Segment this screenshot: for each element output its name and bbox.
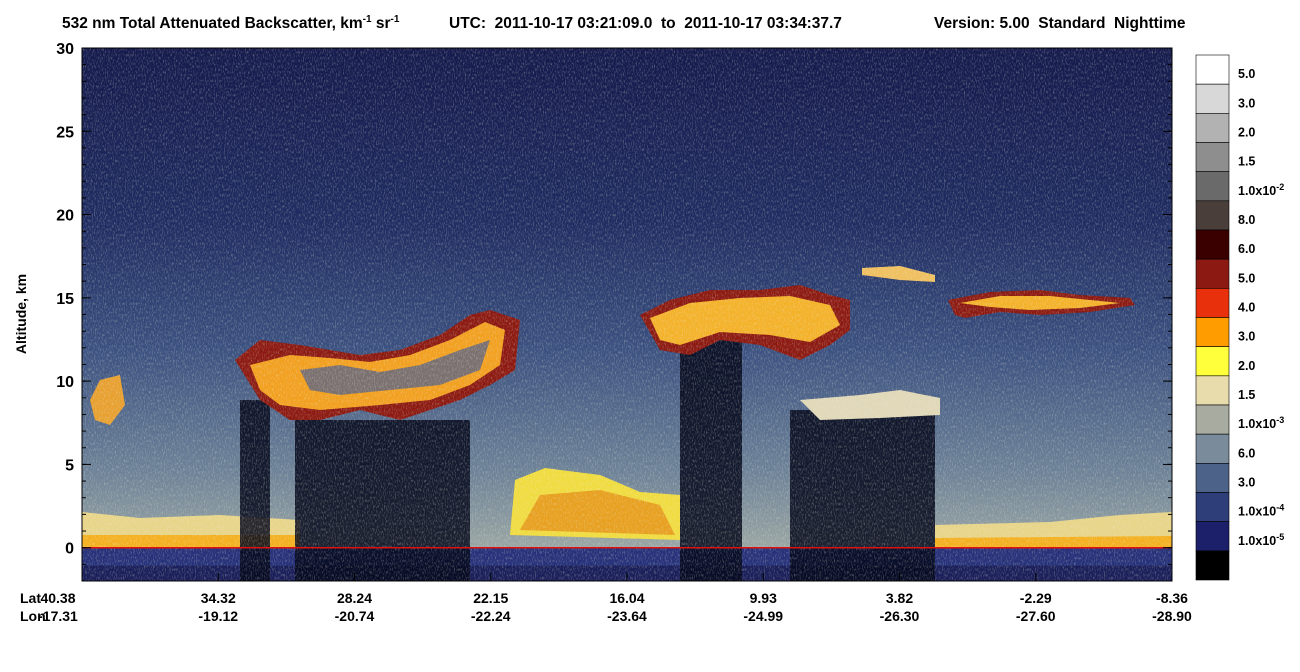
colorbar-label-exp: -3: [1276, 415, 1284, 425]
colorbar-label: 6.0: [1238, 446, 1255, 460]
colorbar-label: 3.0: [1238, 330, 1255, 344]
colorbar-band: [1195, 200, 1230, 231]
colorbar-label-text: 1.5: [1238, 388, 1255, 402]
title-utc: UTC: 2011-10-17 03:21:09.0 to 2011-10-17…: [449, 15, 842, 32]
colorbar-band: [1195, 258, 1230, 289]
colorbar-label-text: 1.5: [1238, 155, 1255, 169]
x-tick-label: -26.30: [880, 608, 920, 624]
colorbar-label-text: 5.0: [1238, 271, 1255, 285]
x-row-label: Lon: [20, 608, 46, 624]
x-tick-label: 3.82: [886, 590, 913, 606]
colorbar-band: [1195, 229, 1230, 260]
colorbar-label-text: 1.0x10: [1238, 184, 1276, 198]
x-tick-label: 34.32: [201, 590, 236, 606]
x-row-label: Lat: [20, 590, 41, 606]
x-tick-label: -27.60: [1016, 608, 1056, 624]
colorbar-band: [1195, 171, 1230, 202]
colorbar-label-text: 2.0: [1238, 359, 1255, 373]
x-tick-label: 40.38: [40, 590, 75, 606]
title-unit: sr: [372, 15, 391, 32]
x-tick-label: -28.90: [1152, 608, 1192, 624]
colorbar-band: [1195, 142, 1230, 172]
colorbar-label: 3.0: [1238, 96, 1255, 110]
x-tick-label: 28.24: [337, 590, 372, 606]
x-tick-label: -17.31: [38, 608, 78, 624]
colorbar-label-text: 3.0: [1238, 476, 1255, 490]
colorbar-band: [1195, 317, 1230, 347]
colorbar-band: [1195, 492, 1230, 522]
colorbar-label: 1.5: [1238, 388, 1255, 402]
colorbar-band: [1195, 463, 1230, 493]
x-tick-label: -23.64: [607, 608, 647, 624]
title-version: Version: 5.00 Standard Nighttime: [934, 15, 1186, 32]
colorbar-label-text: 5.0: [1238, 67, 1255, 81]
y-tick-label: 20: [56, 208, 74, 225]
colorbar-label-exp: -2: [1276, 182, 1284, 192]
colorbar-label-text: 6.0: [1238, 446, 1255, 460]
noise: [82, 48, 1172, 581]
y-tick-label: 5: [65, 457, 74, 474]
y-tick-label: 30: [56, 41, 74, 58]
colorbar-band: [1195, 288, 1230, 318]
colorbar-label-text: 4.0: [1238, 301, 1255, 315]
colorbar-band: [1195, 346, 1230, 377]
colorbar-band: [1195, 54, 1230, 85]
svg-text:532 nm Total Attenuated Backsc: 532 nm Total Attenuated Backscatter, km-…: [62, 14, 400, 32]
title: 532 nm Total Attenuated Backscatter, km-…: [62, 14, 1186, 32]
colorbar-band: [1195, 83, 1230, 114]
y-tick-label: 10: [56, 374, 74, 391]
colorbar-band: [1195, 113, 1230, 143]
colorbar-band: [1195, 521, 1230, 552]
colorbar-label: 6.0: [1238, 242, 1255, 256]
colorbar-label-text: 1.0x10: [1238, 534, 1276, 548]
colorbar-label-text: 8.0: [1238, 213, 1255, 227]
colorbar-label: 1.0x10-5: [1238, 532, 1284, 548]
colorbar-label-text: 6.0: [1238, 242, 1255, 256]
title-exp: -1: [363, 14, 372, 25]
colorbar-label-text: 3.0: [1238, 96, 1255, 110]
y-axis-label: Altitude, km: [13, 274, 29, 354]
x-tick-label: 16.04: [609, 590, 644, 606]
title-exp: -1: [391, 14, 400, 25]
x-tick-label: -8.36: [1156, 590, 1188, 606]
y-tick-label: 15: [56, 291, 74, 308]
x-tick-label: -20.74: [335, 608, 375, 624]
colorbar-label: 1.5: [1238, 155, 1255, 169]
colorbar-label-exp: -5: [1276, 532, 1284, 542]
colorbar-label-text: 3.0: [1238, 330, 1255, 344]
colorbar-label-exp: -4: [1276, 503, 1284, 513]
colorbar-label: 4.0: [1238, 301, 1255, 315]
colorbar-label: 5.0: [1238, 271, 1255, 285]
colorbar-label: 8.0: [1238, 213, 1255, 227]
y-tick-label: 0: [65, 541, 74, 558]
colorbar-band: [1195, 375, 1230, 406]
title-quantity: 532 nm Total Attenuated Backscatter, km: [62, 15, 363, 32]
x-tick-label: -24.99: [743, 608, 783, 624]
colorbar-label: 1.0x10-4: [1238, 503, 1284, 519]
colorbar-label: 1.0x10-2: [1238, 182, 1284, 198]
x-tick-label: -22.24: [471, 608, 511, 624]
y-tick-label: 25: [56, 124, 74, 141]
x-tick-label: 22.15: [473, 590, 508, 606]
colorbar-label: 1.0x10-3: [1238, 415, 1284, 431]
colorbar-band: [1195, 404, 1230, 435]
colorbar-label: 2.0: [1238, 126, 1255, 140]
x-tick-label: -19.12: [198, 608, 238, 624]
colorbar-label-text: 2.0: [1238, 126, 1255, 140]
x-tick-label: 9.93: [750, 590, 777, 606]
colorbar-label: 2.0: [1238, 359, 1255, 373]
colorbar-label-text: 1.0x10: [1238, 505, 1276, 519]
colorbar-band: [1195, 550, 1230, 581]
colorbar-label: 5.0: [1238, 67, 1255, 81]
colorbar-label: 3.0: [1238, 476, 1255, 490]
colorbar-band: [1195, 433, 1230, 464]
plot-area: [82, 48, 1172, 581]
x-tick-label: -2.29: [1020, 590, 1052, 606]
colorbar-label-text: 1.0x10: [1238, 417, 1276, 431]
